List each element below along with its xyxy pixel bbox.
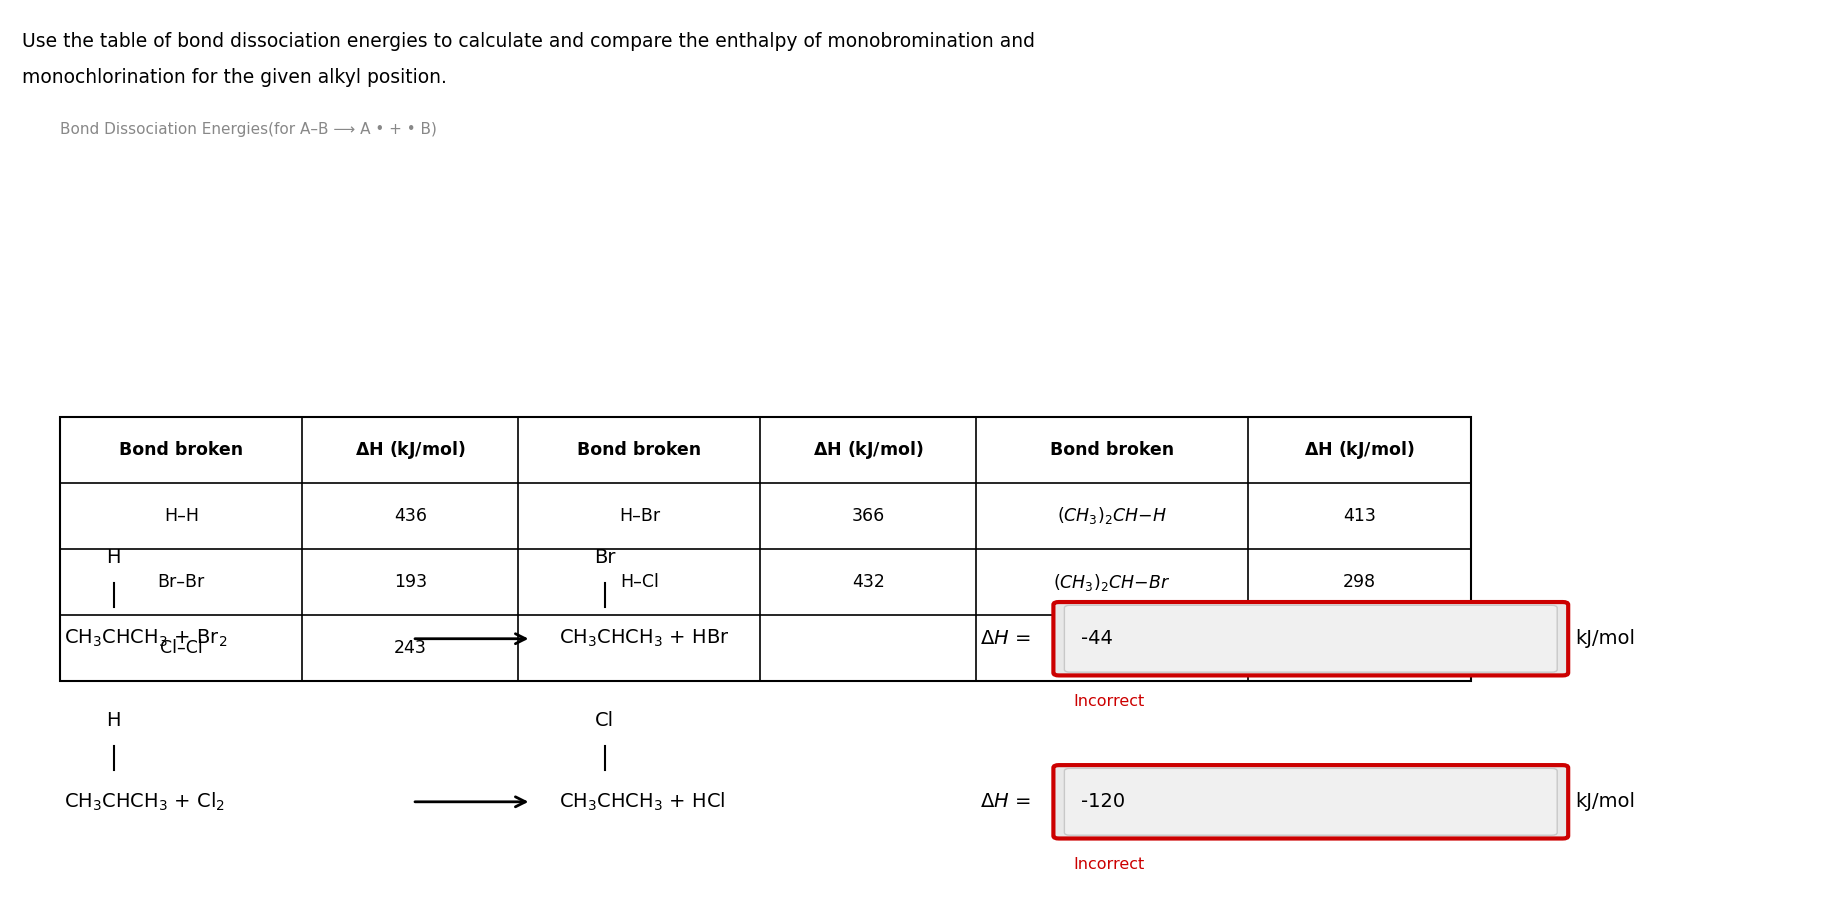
- Text: H: H: [106, 548, 121, 566]
- Text: kJ/mol: kJ/mol: [1576, 793, 1636, 811]
- Text: $\mathbf{\Delta H}$ $\mathbf{(kJ/mol)}$: $\mathbf{\Delta H}$ $\mathbf{(kJ/mol)}$: [813, 439, 923, 461]
- Text: -44: -44: [1081, 630, 1112, 648]
- Text: monochlorination for the given alkyl position.: monochlorination for the given alkyl pos…: [22, 68, 447, 87]
- Text: Incorrect: Incorrect: [1074, 694, 1145, 709]
- Text: -120: -120: [1081, 793, 1125, 811]
- Text: $(CH_3)_2CH{-}H$: $(CH_3)_2CH{-}H$: [1057, 506, 1167, 526]
- Text: Br: Br: [594, 548, 616, 566]
- Text: CH$_3$CHCH$_3$ + Cl$_2$: CH$_3$CHCH$_3$ + Cl$_2$: [64, 791, 225, 813]
- Text: 432: 432: [852, 573, 885, 591]
- Text: 298: 298: [1343, 573, 1376, 591]
- Text: 355: 355: [1343, 640, 1376, 657]
- Text: 436: 436: [394, 507, 427, 525]
- Text: Cl: Cl: [595, 711, 614, 729]
- Text: Bond Dissociation Energies(for A–B ⟶ A • + • B): Bond Dissociation Energies(for A–B ⟶ A •…: [60, 122, 438, 138]
- Text: CH$_3$CHCH$_3$ + HBr: CH$_3$CHCH$_3$ + HBr: [559, 628, 729, 650]
- Text: 413: 413: [1343, 507, 1376, 525]
- Text: Bond broken: Bond broken: [1050, 441, 1174, 458]
- FancyBboxPatch shape: [1064, 605, 1557, 672]
- Text: $\Delta H$ =: $\Delta H$ =: [980, 793, 1031, 811]
- Text: H–Cl: H–Cl: [619, 573, 660, 591]
- Text: CH$_3$CHCH$_3$ + Br$_2$: CH$_3$CHCH$_3$ + Br$_2$: [64, 628, 227, 650]
- Text: $(CH_3)_2CH{-}Cl$: $(CH_3)_2CH{-}Cl$: [1055, 638, 1169, 659]
- Text: Bond broken: Bond broken: [577, 441, 702, 458]
- FancyBboxPatch shape: [1053, 765, 1568, 839]
- Text: 193: 193: [394, 573, 427, 591]
- FancyBboxPatch shape: [1064, 768, 1557, 835]
- Text: H: H: [106, 711, 121, 729]
- Text: Bond broken: Bond broken: [119, 441, 244, 458]
- Text: 243: 243: [394, 640, 427, 657]
- Text: kJ/mol: kJ/mol: [1576, 630, 1636, 648]
- Text: Incorrect: Incorrect: [1074, 857, 1145, 872]
- Text: $\mathbf{\Delta H}$ $\mathbf{(kJ/mol)}$: $\mathbf{\Delta H}$ $\mathbf{(kJ/mol)}$: [355, 439, 465, 461]
- Text: H–H: H–H: [163, 507, 200, 525]
- Text: $\Delta H$ =: $\Delta H$ =: [980, 630, 1031, 648]
- Text: Use the table of bond dissociation energies to calculate and compare the enthalp: Use the table of bond dissociation energ…: [22, 32, 1035, 51]
- Text: Cl–Cl: Cl–Cl: [159, 640, 203, 657]
- Text: Br–Br: Br–Br: [158, 573, 205, 591]
- Text: $\mathbf{\Delta H}$ $\mathbf{(kJ/mol)}$: $\mathbf{\Delta H}$ $\mathbf{(kJ/mol)}$: [1304, 439, 1414, 461]
- Text: 366: 366: [852, 507, 885, 525]
- Text: H–Br: H–Br: [619, 507, 660, 525]
- FancyBboxPatch shape: [1053, 602, 1568, 676]
- Text: CH$_3$CHCH$_3$ + HCl: CH$_3$CHCH$_3$ + HCl: [559, 791, 725, 813]
- Text: $(CH_3)_2CH{-}Br$: $(CH_3)_2CH{-}Br$: [1053, 572, 1171, 593]
- Bar: [60, 417, 1471, 681]
